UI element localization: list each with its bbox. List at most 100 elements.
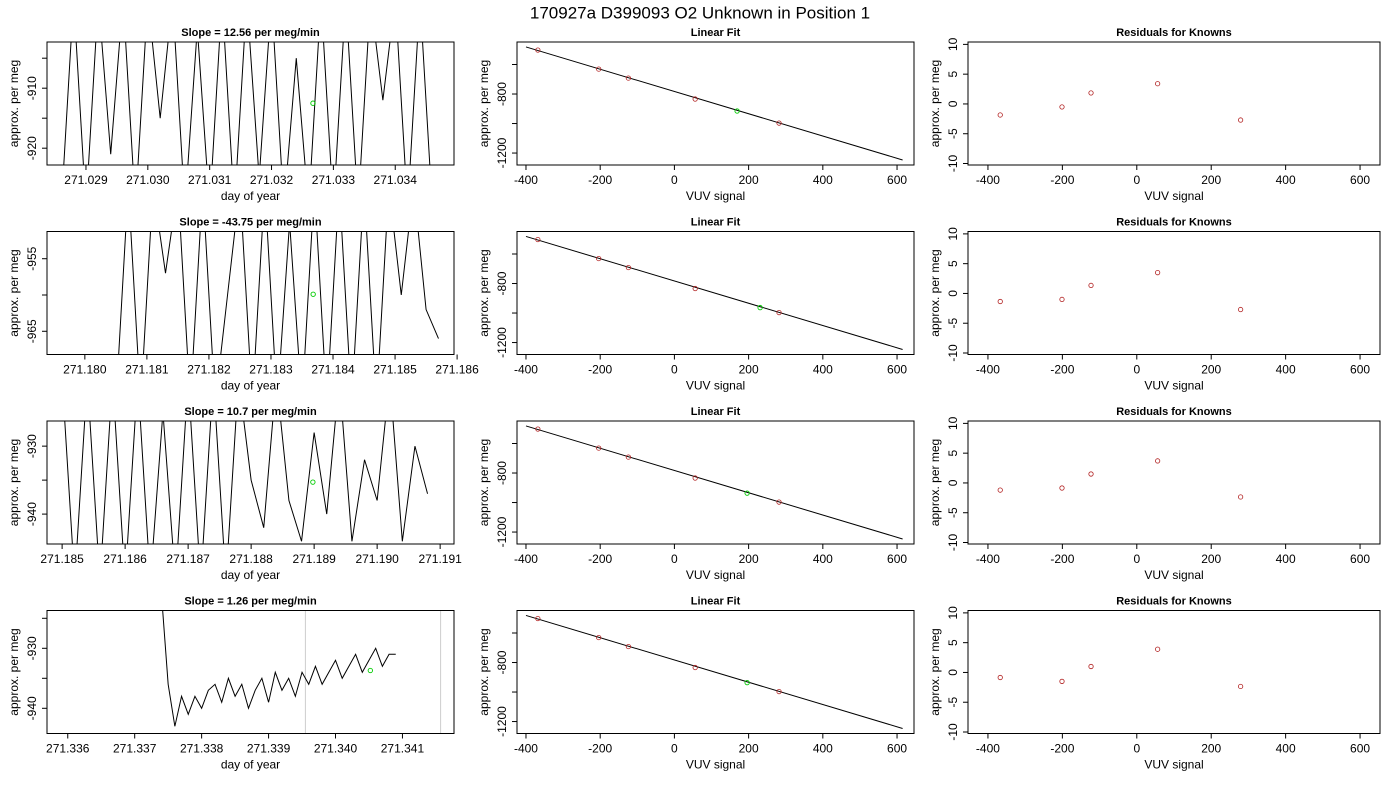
y-tick-label: 10 (946, 606, 960, 620)
plot-area (63, 42, 431, 165)
x-tick-label: 600 (887, 173, 907, 187)
plot-area (525, 235, 903, 350)
panel: Residuals for Knowns VUV signal approx. pe… (928, 27, 1381, 203)
y-tick-label: -5 (946, 318, 960, 329)
y-axis-label: approx. per meg (928, 60, 942, 147)
fit-line (525, 46, 903, 161)
main-title: 170927a D399093 O2 Unknown in Position 1 (530, 3, 870, 22)
point (692, 475, 698, 481)
x-tick-label: 400 (1276, 742, 1296, 756)
x-tick-label: 600 (887, 742, 907, 756)
point (535, 47, 541, 53)
x-tick-label: -400 (514, 363, 538, 377)
point (776, 688, 782, 695)
x-tick-label: 271.338 (180, 742, 224, 756)
y-axis-label: approx. per meg (928, 249, 942, 336)
y-tick-label: -10 (946, 723, 960, 741)
plot-frame (516, 420, 915, 545)
y-tick-label: 0 (946, 290, 960, 297)
point (776, 499, 782, 505)
y-tick-label: 0 (946, 479, 960, 486)
panel-title: Residuals for Knowns (1116, 27, 1232, 39)
x-tick-label: 0 (1133, 173, 1140, 187)
point (1088, 282, 1094, 289)
plot-area (118, 231, 439, 355)
plot-area (525, 614, 903, 729)
point (625, 643, 631, 650)
point (1238, 306, 1244, 313)
x-axis-label: VUV signal (686, 758, 745, 772)
panel: Residuals for Knowns VUV signal approx. pe… (928, 595, 1381, 772)
x-tick-label: -200 (588, 552, 612, 566)
x-tick-label: -200 (588, 742, 612, 756)
unknown-point (367, 667, 373, 674)
x-axis-label: VUV signal (1144, 758, 1203, 772)
x-axis-label: VUV signal (686, 568, 745, 582)
x-tick-label: -200 (1050, 552, 1074, 566)
plot-frame (967, 610, 1381, 734)
point (535, 615, 541, 622)
x-tick-label: -400 (514, 552, 538, 566)
x-tick-label: 200 (739, 173, 759, 187)
x-tick-label: -400 (514, 742, 538, 756)
x-tick-label: 0 (1133, 552, 1140, 566)
point (692, 285, 698, 292)
unknown-point (310, 100, 316, 106)
x-tick-label: -400 (976, 173, 1000, 187)
x-tick-label: 271.182 (187, 363, 231, 377)
plot-frame (46, 610, 455, 734)
y-tick-label: -920 (25, 136, 39, 160)
point (997, 112, 1003, 118)
x-tick-label: -400 (514, 173, 538, 187)
fit-line (525, 425, 903, 540)
x-axis-label: day of year (221, 189, 280, 203)
x-tick-label: 200 (739, 552, 759, 566)
y-tick-label: -800 (495, 271, 509, 295)
x-axis-label: day of year (221, 758, 280, 772)
point (776, 309, 782, 316)
plot-frame (46, 231, 455, 355)
y-axis-label: approx. per meg (477, 628, 491, 715)
panel-title: Linear Fit (691, 595, 741, 607)
point (1155, 81, 1161, 87)
x-tick-label: 200 (1201, 552, 1221, 566)
y-tick-label: -5 (946, 128, 960, 139)
x-tick-label: 0 (1133, 363, 1140, 377)
panel: Slope = 12.56 per meg/min day of year appr… (7, 27, 455, 203)
y-axis-label: approx. per meg (477, 439, 491, 526)
unknown-point (734, 108, 740, 114)
x-tick-label: 400 (1276, 173, 1296, 187)
y-tick-label: 0 (946, 100, 960, 107)
x-tick-label: 271.183 (249, 363, 293, 377)
x-tick-label: 600 (1350, 363, 1370, 377)
x-tick-label: 271.030 (126, 173, 170, 187)
plot-area (525, 46, 903, 161)
x-tick-label: 600 (887, 552, 907, 566)
x-tick-label: -400 (976, 552, 1000, 566)
y-tick-label: -800 (495, 650, 509, 674)
unknown-point (310, 291, 316, 297)
point (596, 634, 602, 641)
panel: Linear Fit VUV signal approx. per meg -400 -… (477, 595, 915, 772)
point (1155, 269, 1161, 276)
x-tick-label: 271.187 (166, 552, 210, 566)
y-axis-label: approx. per meg (7, 628, 21, 715)
y-tick-label: -800 (495, 82, 509, 106)
y-tick-label: -1200 (495, 137, 509, 168)
x-tick-label: 271.336 (46, 742, 90, 756)
x-tick-label: -400 (976, 363, 1000, 377)
y-tick-label: -10 (946, 344, 960, 362)
x-axis-label: VUV signal (1144, 568, 1203, 582)
panel-title: Residuals for Knowns (1116, 406, 1232, 418)
panel-title: Linear Fit (691, 216, 741, 228)
x-tick-label: 271.186 (435, 363, 479, 377)
x-tick-label: 600 (1350, 173, 1370, 187)
x-tick-label: 271.180 (63, 363, 107, 377)
point (1238, 117, 1244, 123)
point (1155, 646, 1161, 652)
y-axis-label: approx. per meg (7, 439, 21, 526)
x-tick-label: 271.184 (311, 363, 355, 377)
unknown-point (757, 304, 763, 311)
plot-area (162, 610, 442, 734)
